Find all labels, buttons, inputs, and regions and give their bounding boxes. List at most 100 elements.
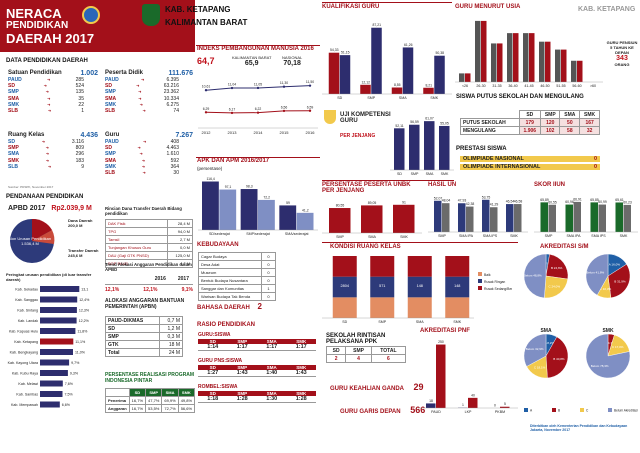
apk-x-tick: SD/sederajat [209, 232, 230, 236]
guru-row-value: 30 [173, 170, 179, 177]
rasio-value: 1:27 [207, 370, 219, 376]
skor-x-tick: SMA IPS [591, 234, 606, 238]
kondisi-bar [370, 256, 395, 277]
hasil-un-bar [490, 207, 498, 232]
akreditasi-title: AKREDITASI S/M [540, 244, 589, 250]
rincian-value: 28,4 M [166, 219, 194, 228]
trend-year-1: 2016 [154, 276, 166, 282]
peringkat-bar [40, 370, 68, 376]
kualifikasi-bar [434, 55, 445, 94]
apbd-line: APBD 2017 Rp2.039,9 M [8, 205, 92, 212]
peringkat-bar [40, 317, 77, 324]
hasil-un-title: HASIL UN [428, 182, 457, 188]
ruang-block: Ruang Kelas 4.436 SD ➜ 3.116 SMP ➜ 809 SMA ➜ 296 S… [8, 132, 98, 170]
peserta-row-value: 6.275 [166, 101, 179, 108]
kondisi-legend-swatch [478, 272, 482, 276]
peringkat-label: Kab. Sintang [17, 309, 38, 313]
ruang-row-arrow: ➜ [41, 139, 46, 144]
alokasi-label: SMP [105, 332, 160, 341]
pnf-bar [468, 397, 478, 408]
ruang-row: SLB ➜ 9 [8, 164, 98, 170]
hasil-un-value: 46,54 [506, 200, 515, 204]
kualifikasi-value: 61,26 [404, 43, 413, 47]
skor-x-tick: SMK [620, 234, 628, 238]
guru-row: SD ➜ 4.463 [105, 145, 193, 151]
peringkat-bar [40, 391, 63, 397]
peserta-row-label: SMA [105, 95, 117, 102]
kompetensi-x-tick: SMP [411, 172, 419, 176]
realisasi-head: SMK [177, 388, 196, 397]
putus-head-blank [461, 111, 520, 119]
apk-value: 97,1 [225, 185, 232, 189]
peringkat-bar [40, 328, 76, 334]
kebudayaan-value: 0 [261, 292, 276, 301]
kualifikasi-value: 8,55 [394, 83, 401, 87]
hasil-un-value: 53,75 [482, 195, 491, 199]
guru-row-value: 4.463 [166, 145, 179, 152]
rasio-value: 1:17 [236, 344, 248, 350]
peringkat-value: 9,7% [71, 361, 80, 365]
akreditasi-legend-swatch [580, 408, 584, 412]
usia-bar [475, 20, 481, 82]
realisasi-value: 69,9% [161, 396, 179, 405]
realisasi-value: 53,5% [145, 404, 163, 413]
satuan-row-value: 135 [75, 89, 84, 96]
alokasi-row: Total 24 M [105, 348, 184, 357]
kondisi-legend-swatch [478, 279, 482, 283]
guru-row-value: 408 [170, 139, 179, 145]
apk-bar [240, 189, 258, 230]
ipm-x-tick: 2013 [228, 130, 238, 135]
kebudayaan-row: Cagar Budaya 0 [198, 252, 276, 261]
peserta-row: PAUD ➜ 6.395 [105, 77, 193, 83]
apk-value: 72,2 [263, 195, 270, 199]
realisasi-head: SMA [161, 388, 179, 397]
usia-bar [539, 41, 545, 82]
peringkat-label: Kab. Kayong Utara [8, 361, 38, 365]
kebudayaan-row: Bentuk Budaya Nusantara 0 [198, 276, 276, 285]
kondisi-bar [332, 256, 357, 277]
satuan-row-label: PAUD [8, 77, 22, 83]
kebudayaan-label: Museum [198, 268, 262, 277]
peserta-row-arrow: ➜ [139, 101, 143, 107]
bahasa-title: BAHASA DAERAH [197, 305, 250, 311]
kebudayaan-row: Sanggar dan Komunitas 1 [198, 284, 276, 293]
kalbar-value: 65,9 [244, 60, 259, 67]
rasio-value: 1:43 [236, 370, 248, 376]
keahlian-title: GURU KEAHLIAN GANDA [330, 386, 404, 392]
skor-value: 66,91 [573, 197, 582, 201]
peringkat-value: 6,6% [62, 403, 71, 407]
realisasi-label: Anggaran [105, 404, 130, 413]
dana-daerah-annot: Dana Daerah 200,0 M [68, 218, 92, 228]
kalbar-label: KALIMANTAN BARAT [232, 55, 272, 60]
akreditasi-slice-label: C 24,0% [549, 284, 561, 288]
hasil-un-value: 41,29 [490, 203, 499, 207]
akreditasi-slice-label: A 16,0% [609, 262, 621, 266]
rasio-value: 1:28 [295, 396, 307, 402]
peringkat-bar [40, 401, 60, 408]
peserta-row-value: 10.334 [163, 95, 179, 102]
kualifikasi-value: 12,12 [362, 80, 371, 84]
realisasi-table: SD SMP SMA SMK Penerima 16,7% 47,7% 69,9% 49,8% A… [105, 388, 196, 413]
akreditasi-legend-label: B [558, 409, 560, 413]
satuan-rows: PAUD ➜ 285 SD ➜ 524 SMP ➜ 135 SMA ➜ 35 SMK ➜ 22 SLB ➜ 1 [8, 77, 98, 114]
akreditasi-slice [607, 263, 631, 299]
pendanaan-title: PENDANAAN PENDIDIKAN [6, 194, 84, 200]
ruang-row-label: SLB [8, 163, 18, 170]
alokasi-label: SD [105, 324, 160, 333]
usia-bar [577, 60, 583, 82]
kompetensi-value: 55,05 [440, 121, 449, 125]
bahasa-value: 2 [257, 302, 262, 311]
akreditasi-legend-swatch [608, 408, 612, 412]
guru-row-arrow: ➜ [141, 157, 146, 163]
usia-x-tick: <26 [462, 84, 468, 88]
alokasi-label: Total [105, 348, 160, 357]
pnf-value: 0 [494, 404, 496, 408]
realisasi-head: SD [128, 388, 147, 397]
skor-value: 60,99 [598, 200, 607, 204]
apbd-pie [10, 218, 55, 263]
usia-bar [465, 73, 471, 82]
alokasi-label: PAUD-DIKMAS [105, 316, 160, 325]
ruang-row-arrow: ➜ [45, 157, 50, 163]
apk-title: APK DAN APM 2016/2017 [197, 158, 270, 164]
